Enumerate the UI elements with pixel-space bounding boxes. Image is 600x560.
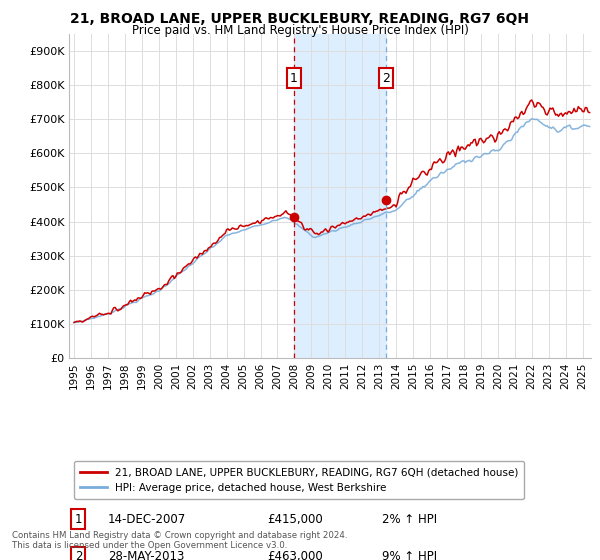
Text: 2% ↑ HPI: 2% ↑ HPI (382, 512, 437, 526)
Text: 1: 1 (74, 512, 82, 526)
Text: 9% ↑ HPI: 9% ↑ HPI (382, 550, 437, 560)
Text: 1: 1 (290, 72, 298, 85)
Legend: 21, BROAD LANE, UPPER BUCKLEBURY, READING, RG7 6QH (detached house), HPI: Averag: 21, BROAD LANE, UPPER BUCKLEBURY, READIN… (74, 461, 524, 499)
Text: 28-MAY-2013: 28-MAY-2013 (108, 550, 185, 560)
Text: £463,000: £463,000 (268, 550, 323, 560)
Text: Contains HM Land Registry data © Crown copyright and database right 2024.
This d: Contains HM Land Registry data © Crown c… (12, 530, 347, 550)
Text: 14-DEC-2007: 14-DEC-2007 (108, 512, 187, 526)
Text: Price paid vs. HM Land Registry's House Price Index (HPI): Price paid vs. HM Land Registry's House … (131, 24, 469, 36)
Text: 2: 2 (382, 72, 390, 85)
Text: £415,000: £415,000 (268, 512, 323, 526)
Text: 21, BROAD LANE, UPPER BUCKLEBURY, READING, RG7 6QH: 21, BROAD LANE, UPPER BUCKLEBURY, READIN… (71, 12, 530, 26)
Bar (294, 34, 386, 358)
Text: 2: 2 (74, 550, 82, 560)
